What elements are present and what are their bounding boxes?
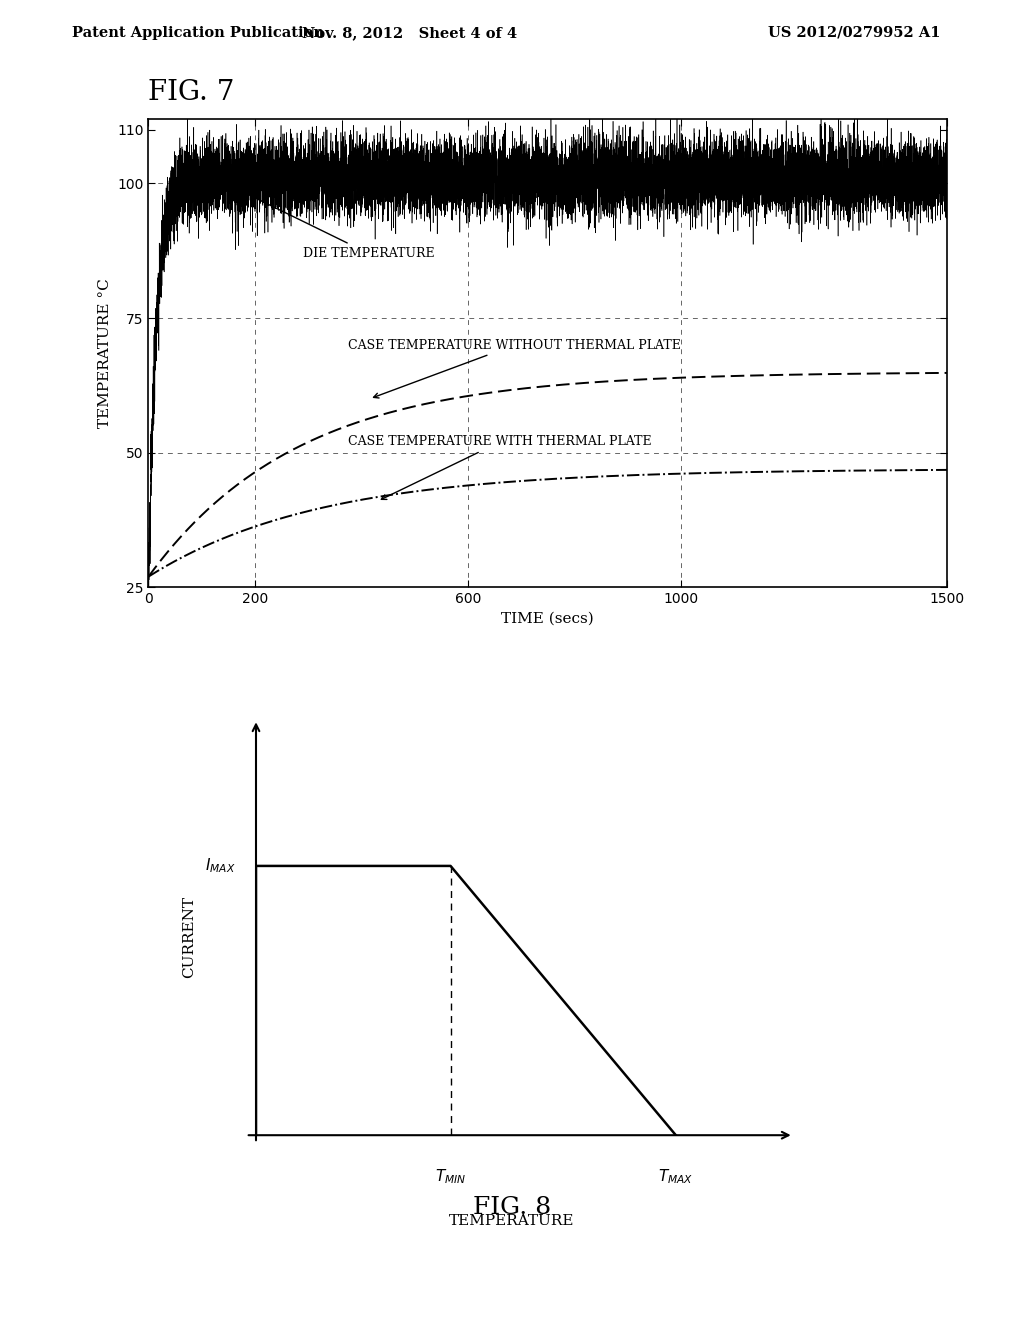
Text: US 2012/0279952 A1: US 2012/0279952 A1	[768, 26, 940, 40]
Text: FIG. 7: FIG. 7	[148, 79, 234, 106]
Text: $T_{MIN}$: $T_{MIN}$	[435, 1167, 466, 1185]
Text: $T_{MAX}$: $T_{MAX}$	[658, 1167, 693, 1185]
Text: FIG. 8: FIG. 8	[473, 1196, 551, 1220]
Y-axis label: TEMPERATURE °C: TEMPERATURE °C	[97, 279, 112, 428]
Text: CASE TEMPERATURE WITHOUT THERMAL PLATE: CASE TEMPERATURE WITHOUT THERMAL PLATE	[348, 338, 681, 397]
Text: TEMPERATURE: TEMPERATURE	[450, 1214, 574, 1229]
Text: DIE TEMPERATURE: DIE TEMPERATURE	[234, 187, 434, 260]
Text: CURRENT: CURRENT	[182, 896, 197, 978]
Text: $I_{MAX}$: $I_{MAX}$	[205, 857, 236, 875]
Text: Nov. 8, 2012   Sheet 4 of 4: Nov. 8, 2012 Sheet 4 of 4	[302, 26, 517, 40]
Text: Patent Application Publication: Patent Application Publication	[72, 26, 324, 40]
X-axis label: TIME (secs): TIME (secs)	[502, 611, 594, 626]
Text: CASE TEMPERATURE WITH THERMAL PLATE: CASE TEMPERATURE WITH THERMAL PLATE	[348, 436, 652, 499]
